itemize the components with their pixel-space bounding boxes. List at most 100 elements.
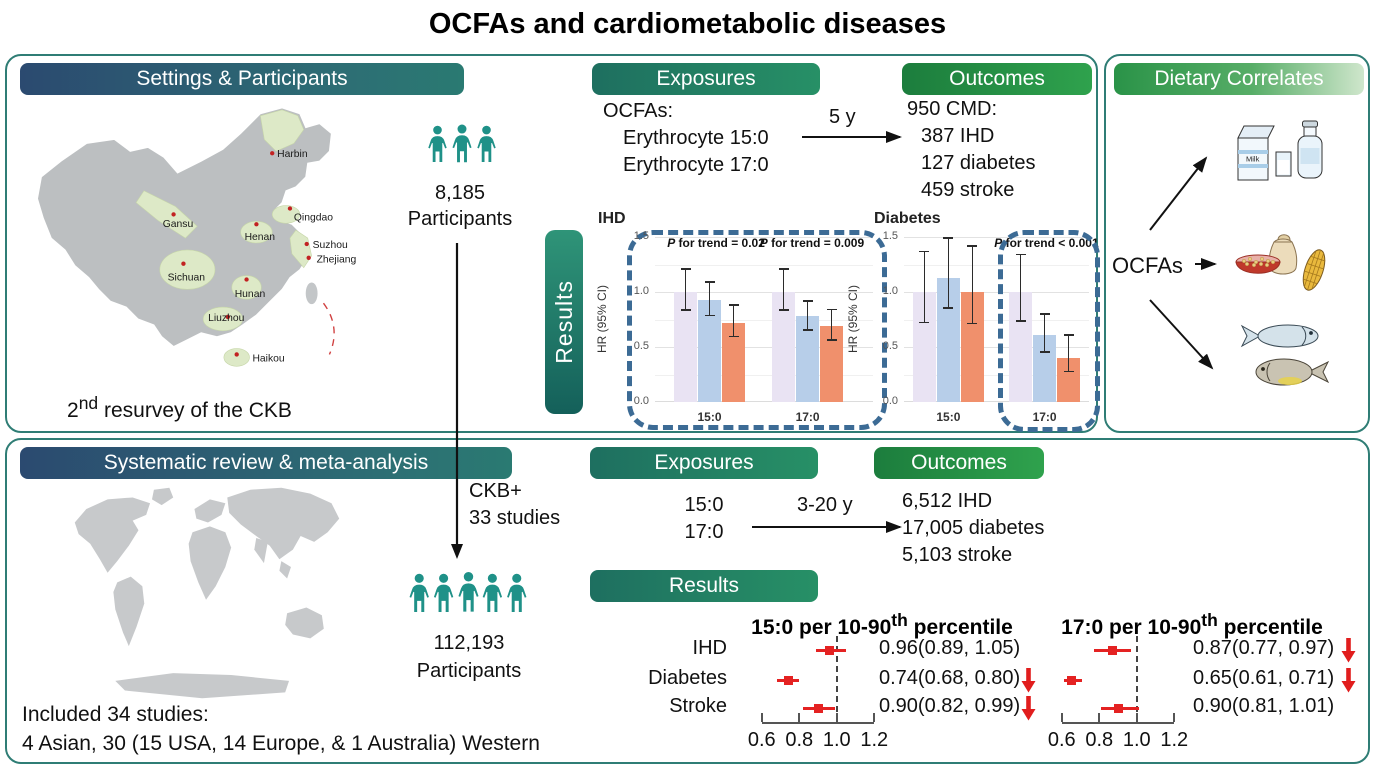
map-label-henan: Henan — [245, 232, 276, 243]
ocfas-label: OCFAs — [1112, 253, 1183, 278]
error-bar-cap — [826, 339, 837, 341]
gridline — [904, 347, 1089, 349]
forest-row-label: Diabetes — [648, 667, 727, 689]
estimate-text: 0.65(0.61, 0.71) — [1193, 667, 1335, 689]
included-line1: Included 34 studies: — [22, 703, 209, 726]
forest-title-part: percentile — [907, 616, 1013, 639]
included-line2: 4 Asian, 30 (15 USA, 14 Europe, & 1 Aust… — [22, 732, 540, 755]
panel-settings-results: Settings & Participants — [5, 54, 1100, 433]
bar-chart-diabetes: Diabetes HR (95% CI) P for trend < 0.001… — [846, 204, 1102, 436]
map-label-liuzhou: Liuzhou — [208, 313, 244, 324]
error-bar-cap — [1063, 334, 1074, 336]
error-bar-cap — [1039, 351, 1050, 353]
bar — [936, 278, 960, 402]
followup-arrow-bottom — [752, 521, 902, 533]
exposures-line2: Erythrocyte 15:0 — [623, 127, 769, 149]
error-bar-line — [1067, 334, 1070, 373]
panel-dietary: Dietary Correlates OCFAs Milk — [1104, 54, 1370, 433]
map-label-gansu: Gansu — [163, 219, 194, 230]
error-bar-cap — [728, 304, 739, 306]
participants-icon-group-small — [427, 123, 497, 164]
chart-title-diabetes: Diabetes — [874, 210, 941, 227]
error-bar-line — [947, 237, 950, 309]
plot-area-ihd: P for trend = 0.02 P for trend = 0.009 — [655, 232, 873, 402]
forest-title: 15:0 per 10-90th percentile — [727, 610, 1037, 640]
p-text: for trend = 0.02 — [675, 236, 765, 250]
caption-rest: resurvey of the CKB — [98, 399, 292, 422]
exposure-170: 17:0 — [684, 521, 724, 543]
axis-tick — [835, 713, 838, 722]
bar — [1057, 358, 1081, 402]
error-bar-line — [708, 281, 711, 317]
axis-tick — [1098, 713, 1101, 722]
error-bar-line — [1019, 253, 1022, 322]
y-tick-label: 1.0 — [633, 285, 649, 298]
highlight-box-diabetes — [998, 230, 1100, 432]
review-header-label: Systematic review & meta-analysis — [103, 451, 429, 474]
error-bar-cap — [704, 281, 715, 283]
baseline — [904, 401, 1089, 402]
x-tick-label: 1.2 — [1160, 729, 1189, 751]
down-arrow-icon — [1341, 668, 1356, 693]
error-bar-cap — [778, 268, 789, 270]
p-italic: P — [667, 236, 676, 250]
y-axis-label-diabetes: HR (95% CI) — [846, 285, 860, 354]
bar — [674, 292, 697, 402]
participants-icon-group-large — [408, 571, 528, 614]
forest-title: 17:0 per 10-90th percentile — [1035, 610, 1349, 640]
forest-title-part: percentile — [1217, 616, 1323, 639]
studies-count-label: 33 studies — [469, 507, 561, 529]
results-header-bottom-label: Results — [668, 574, 740, 597]
gridline — [904, 292, 1089, 294]
axis-tick — [1173, 713, 1176, 722]
p-text: for trend = 0.009 — [767, 236, 865, 250]
grains-icon — [1235, 234, 1326, 291]
exposures-header-top: Exposures — [592, 63, 820, 95]
p-italic: P — [759, 236, 768, 250]
forest-title-part: 17:0 per 10-90 — [1061, 616, 1202, 639]
baseline — [655, 401, 873, 402]
error-bar-cap — [1063, 370, 1074, 373]
error-bar-cap — [704, 314, 715, 317]
gridline — [655, 237, 873, 239]
x-tick-label: 17:0 — [795, 410, 820, 424]
estimate-marker — [824, 645, 834, 655]
estimate-marker — [813, 703, 823, 713]
estimate-text: 0.96(0.89, 1.05) — [879, 637, 1021, 659]
x-tick-label: 0.8 — [1085, 729, 1114, 751]
chart-title-ihd: IHD — [598, 210, 626, 227]
estimate-marker — [1113, 703, 1123, 713]
ckb-plus-label: CKB+ — [469, 480, 522, 502]
gridline — [655, 319, 873, 321]
y-tick-label: 0.5 — [882, 340, 898, 353]
error-bar-line — [1043, 313, 1046, 353]
error-bar-cap — [967, 322, 978, 325]
error-bar-cap — [802, 329, 813, 331]
grain-dots — [1241, 256, 1276, 268]
outcome-stroke: 5,103 stroke — [902, 544, 1013, 566]
axis-tick — [1060, 713, 1063, 722]
bar — [1033, 335, 1057, 402]
error-bar-line — [782, 268, 785, 311]
exposures-header-bottom-label: Exposures — [654, 451, 754, 474]
outcomes-header-bottom-label: Outcomes — [911, 451, 1007, 474]
page-title: OCFAs and cardiometabolic diseases — [428, 8, 947, 40]
results-vertical-header: Results — [545, 230, 583, 414]
axis-line — [761, 722, 875, 724]
estimate-text: 0.90(0.82, 0.99) — [879, 695, 1021, 717]
corn-shape — [1302, 249, 1326, 291]
reference-line — [1135, 636, 1138, 722]
map-label-suzhou: Suzhou — [313, 240, 348, 251]
reference-line — [835, 636, 838, 722]
exposure-150: 15:0 — [684, 494, 724, 516]
estimate-text: 0.87(0.77, 0.97) — [1193, 637, 1335, 659]
followup-label-bottom: 3-20 y — [797, 494, 853, 516]
x-tick-label: 1.2 — [860, 729, 889, 751]
outcome-ihd: 6,512 IHD — [902, 490, 993, 512]
y-axis-label-ihd: HR (95% CI) — [595, 285, 609, 354]
error-bar-cap — [943, 307, 954, 309]
gridline — [904, 374, 1089, 376]
axis-tick — [1135, 713, 1138, 722]
outcomes-line3: 127 diabetes — [921, 152, 1036, 174]
outcome-diabetes: 17,005 diabetes — [902, 517, 1045, 539]
